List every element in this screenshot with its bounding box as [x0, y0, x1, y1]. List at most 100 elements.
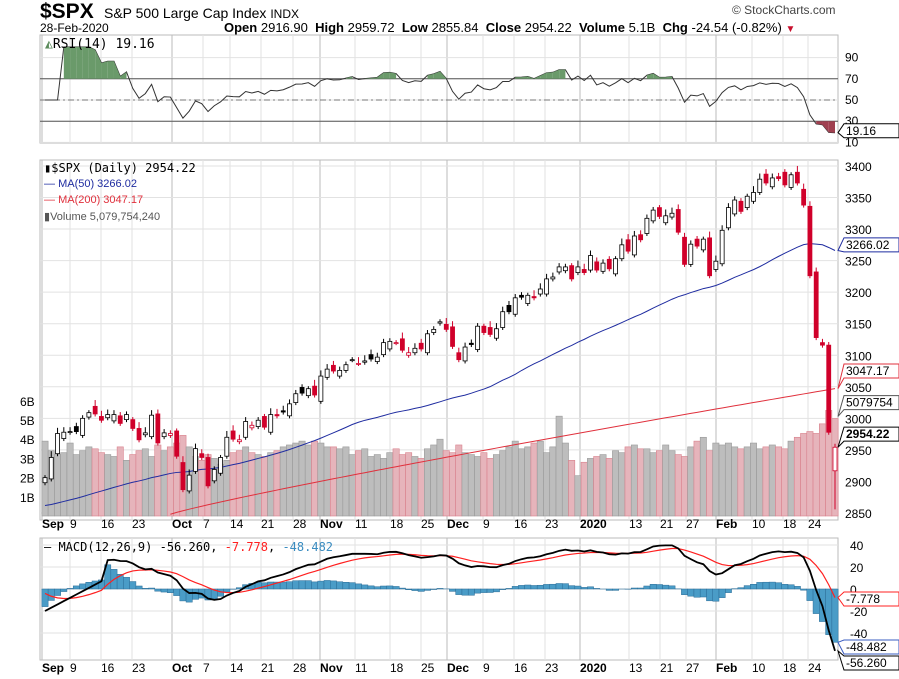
volume-bar: [561, 442, 569, 517]
candle-body: [211, 469, 217, 482]
macd-histogram-bar: [649, 584, 657, 590]
x-tick-label: 18: [390, 517, 404, 531]
rsi-icon: ◭: [45, 37, 53, 52]
open-label: Open: [224, 20, 258, 35]
macd-histogram-bar: [367, 585, 375, 590]
volume-bar: [762, 446, 770, 517]
macd-histogram-bar: [775, 582, 782, 590]
volume-bar: [273, 450, 281, 517]
candle-body: [462, 346, 468, 362]
candle-body: [713, 260, 719, 270]
rsi-overbought-fill: [82, 47, 89, 79]
macd-histogram-bar: [605, 588, 613, 591]
candle-body: [268, 414, 274, 433]
candle-body: [61, 431, 67, 439]
macd-histogram-bar: [41, 588, 49, 607]
volume-bar: [486, 458, 494, 517]
volume-bar: [85, 446, 93, 517]
candle-body: [418, 342, 424, 350]
volume-bar: [386, 452, 394, 517]
candle-body: [820, 342, 825, 346]
volume-bar: [712, 442, 720, 517]
candle-body: [794, 171, 800, 184]
macd-histogram-bar: [392, 586, 400, 590]
volume-tick: 3B: [20, 452, 35, 466]
volume-bar: [367, 456, 375, 517]
macd-histogram-bar: [304, 580, 312, 590]
macd-value-label-tag: [837, 649, 899, 671]
volume-bar: [768, 444, 776, 517]
macd-legend: — MACD(12,26,9) -56.260, -7.778, -48.482: [44, 540, 334, 554]
volume-bar: [624, 446, 632, 517]
macd-histogram-bar: [725, 588, 732, 593]
candle-body: [199, 453, 205, 458]
volume-bar: [298, 440, 306, 517]
price-tick: 3350: [845, 192, 872, 206]
macd-histogram-bar: [768, 581, 776, 590]
x-tick-label: 28: [293, 517, 307, 531]
volume-bar: [54, 454, 61, 517]
candle-body: [149, 414, 154, 438]
candle-body: [537, 288, 543, 295]
price-legend: ▮$SPX (Daily) 2954.22: [44, 161, 196, 175]
candle-body: [218, 457, 223, 474]
rsi-overbought-fill: [120, 71, 127, 79]
close-value-label: 2954.22: [846, 427, 890, 441]
rsi-overbought-fill: [113, 61, 121, 79]
candle-body: [117, 415, 123, 424]
volume-bar: [424, 448, 431, 517]
x-tick-label: 21: [261, 661, 275, 675]
macd-histogram-bar: [173, 588, 181, 596]
volume-bar: [637, 448, 645, 517]
down-arrow-icon: ▼: [785, 24, 796, 35]
rsi-tick: 50: [845, 93, 859, 107]
rsi-overbought-fill: [364, 77, 372, 79]
volume-bar: [373, 454, 381, 517]
rsi-overbought-fill: [665, 76, 672, 79]
candle-body: [186, 474, 192, 492]
price-title: $SPX (Daily) 2954.22: [51, 161, 196, 175]
macd-histogram-bar: [555, 583, 563, 590]
macd-histogram-bar: [380, 585, 387, 590]
volume-bar: [549, 446, 557, 517]
volume-bar: [593, 456, 601, 517]
macd-value-label: -56.260: [846, 656, 887, 670]
macd-histogram-bar: [574, 585, 582, 590]
candle-body: [757, 178, 763, 193]
candle-body: [613, 258, 618, 275]
volume-bar: [166, 446, 174, 517]
macd-histogram-bar: [386, 585, 394, 590]
candle-body: [67, 431, 73, 434]
macd-histogram-bar: [549, 583, 557, 590]
candle-body: [362, 360, 368, 363]
volume-bar: [392, 448, 400, 517]
candle-body: [42, 477, 48, 484]
candle-body: [500, 311, 506, 328]
macd-histogram-bar: [129, 581, 137, 590]
price-tick: 3000: [845, 412, 872, 426]
volume-bar: [731, 446, 739, 517]
candle-body: [813, 271, 819, 338]
volume-bar: [154, 444, 162, 517]
candle-body: [312, 385, 318, 396]
volume-bar: [442, 450, 450, 517]
volume-label-legend: Volume 5,079,754,240: [50, 211, 161, 223]
volume-bar: [405, 452, 413, 517]
volume-tick: 6B: [20, 395, 35, 409]
volume-bar: [806, 431, 814, 517]
volume-bar: [599, 454, 607, 517]
candle-body: [801, 188, 807, 206]
candle-body: [494, 328, 499, 339]
price-tick: 3100: [845, 349, 872, 363]
macd-histogram-bar: [123, 577, 130, 590]
x-tick-label: 10: [752, 661, 766, 675]
x-tick-label: 25: [421, 517, 435, 531]
rsi-oversold-fill: [828, 121, 835, 133]
macd-histogram-bar: [154, 588, 162, 592]
macd-histogram-bar: [737, 587, 745, 590]
volume-bar: [311, 440, 319, 517]
candle-body: [456, 352, 462, 361]
volume-bar: [668, 450, 676, 517]
macd-histogram-bar: [756, 582, 764, 590]
macd-histogram-bar: [593, 588, 601, 590]
